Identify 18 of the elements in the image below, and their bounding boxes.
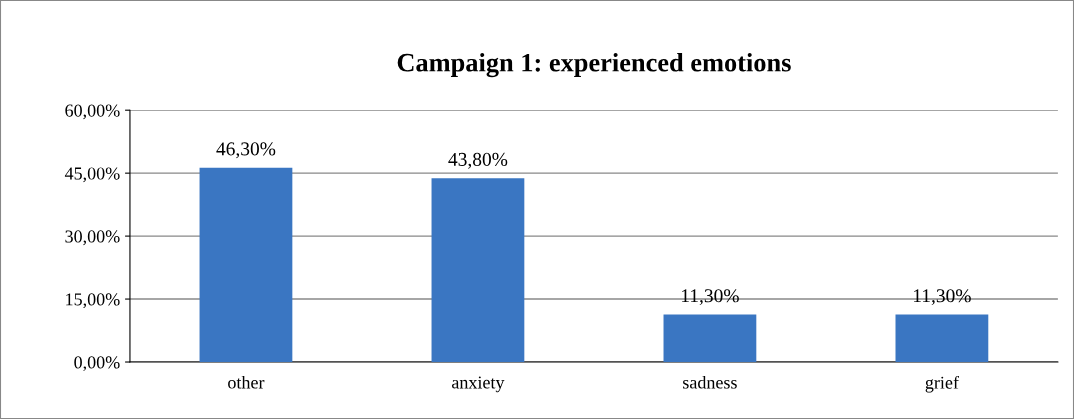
x-tick-label: anxiety bbox=[451, 376, 505, 393]
data-label: 46,30% bbox=[216, 142, 276, 159]
y-tick-label: 0,00% bbox=[74, 356, 120, 372]
chart-title: Campaign 1: experienced emotions bbox=[397, 53, 791, 78]
x-tick-label: sadness bbox=[683, 375, 737, 389]
bar bbox=[895, 314, 989, 363]
y-tick-label: 60,00% bbox=[65, 104, 120, 120]
bar bbox=[199, 167, 293, 363]
bar bbox=[431, 178, 525, 363]
data-label: 11,30% bbox=[682, 289, 739, 306]
x-tick-label: grief bbox=[925, 375, 959, 393]
data-label: 43,80% bbox=[448, 152, 508, 169]
data-label: 11,30% bbox=[914, 289, 971, 306]
x-tick-label: other bbox=[228, 375, 265, 389]
y-tick-label: 45,00% bbox=[64, 167, 120, 183]
bar bbox=[663, 314, 757, 363]
y-tick-label: 15,00% bbox=[66, 293, 120, 309]
y-tick-label: 30,00% bbox=[65, 230, 120, 246]
